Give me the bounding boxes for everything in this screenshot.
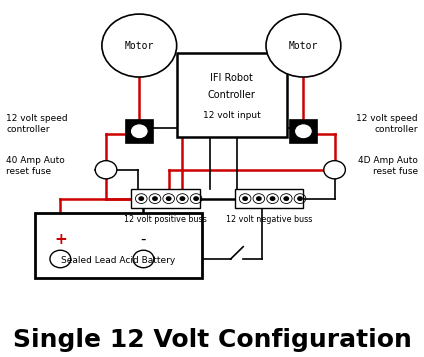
Circle shape [295, 124, 312, 139]
Circle shape [283, 196, 289, 201]
Text: Sealed Lead Acid Battery: Sealed Lead Acid Battery [61, 256, 176, 265]
Bar [131, 189, 200, 208]
Text: 4D Amp Auto
reset fuse: 4D Amp Auto reset fuse [358, 156, 418, 176]
Circle shape [179, 196, 185, 201]
Text: -: - [141, 232, 146, 247]
Bar [177, 52, 287, 136]
Text: 12 volt input: 12 volt input [203, 111, 261, 120]
Text: Controller: Controller [208, 90, 256, 100]
Circle shape [266, 14, 341, 77]
Circle shape [102, 14, 177, 77]
Circle shape [324, 161, 346, 179]
Text: IFI Robot: IFI Robot [210, 73, 253, 83]
Circle shape [95, 161, 117, 179]
Bar [235, 189, 304, 208]
Bar [126, 120, 153, 143]
Text: Motor: Motor [289, 41, 318, 51]
Text: Single 12 Volt Configuration: Single 12 Volt Configuration [13, 328, 411, 352]
Text: +: + [54, 232, 67, 247]
Bar [290, 120, 317, 143]
Bar [35, 213, 202, 278]
Text: 12 volt speed
controller: 12 volt speed controller [6, 114, 68, 134]
Circle shape [130, 124, 148, 139]
Text: Motor: Motor [125, 41, 154, 51]
Circle shape [138, 196, 144, 201]
Circle shape [133, 250, 154, 268]
Circle shape [50, 250, 71, 268]
Circle shape [270, 196, 276, 201]
Text: 40 Amp Auto
reset fuse: 40 Amp Auto reset fuse [6, 156, 65, 176]
Circle shape [242, 196, 248, 201]
Text: 12 volt negative buss: 12 volt negative buss [226, 215, 312, 223]
Circle shape [256, 196, 262, 201]
Circle shape [297, 196, 303, 201]
Text: 12 volt positive buss: 12 volt positive buss [124, 215, 206, 223]
Circle shape [166, 196, 172, 201]
Circle shape [152, 196, 158, 201]
Text: 12 volt speed
controller: 12 volt speed controller [356, 114, 418, 134]
Circle shape [193, 196, 199, 201]
